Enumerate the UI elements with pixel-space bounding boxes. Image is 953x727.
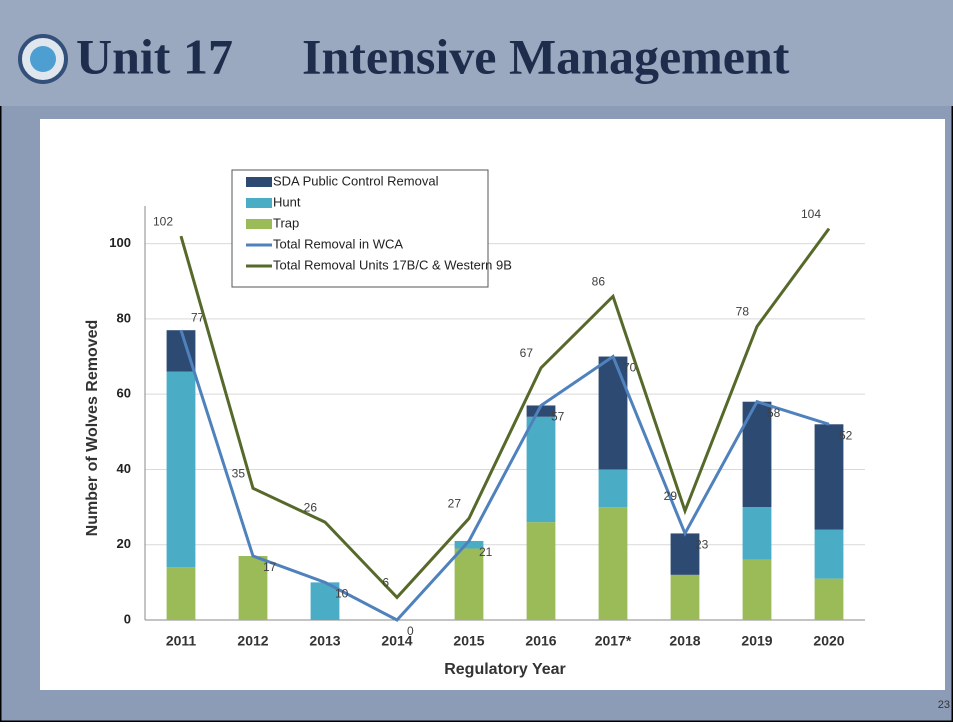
title-band bbox=[0, 0, 953, 106]
y-tick-label: 40 bbox=[117, 461, 131, 476]
data-label: 23 bbox=[695, 538, 709, 552]
data-label: 77 bbox=[191, 310, 205, 324]
data-label: 27 bbox=[448, 497, 462, 511]
bar-segment bbox=[166, 371, 196, 568]
bar-segment bbox=[814, 529, 844, 579]
data-label: 29 bbox=[664, 489, 678, 503]
data-label: 78 bbox=[736, 305, 750, 319]
data-label: 17 bbox=[263, 560, 277, 574]
x-axis-label: Regulatory Year bbox=[444, 661, 566, 678]
bar-segment bbox=[742, 559, 772, 620]
line-series bbox=[179, 329, 830, 622]
legend-label: Hunt bbox=[273, 194, 301, 209]
x-tick-label: 2016 bbox=[525, 633, 556, 649]
x-tick-label: 2019 bbox=[741, 633, 772, 649]
data-label: 26 bbox=[304, 500, 318, 514]
y-tick-label: 20 bbox=[117, 536, 131, 551]
data-label: 52 bbox=[839, 428, 853, 442]
legend-label: Total Removal Units 17B/C & Western 9B bbox=[273, 257, 512, 272]
bar-segment bbox=[814, 424, 844, 530]
data-label: 57 bbox=[551, 410, 565, 424]
x-tick-label: 2013 bbox=[309, 633, 340, 649]
data-label: 10 bbox=[335, 587, 349, 601]
legend-label: Total Removal in WCA bbox=[273, 236, 403, 251]
bar-segment bbox=[598, 507, 628, 620]
bar-segment bbox=[670, 574, 700, 620]
x-tick-label: 2011 bbox=[166, 633, 197, 649]
data-label: 70 bbox=[623, 361, 637, 375]
y-tick-label: 80 bbox=[117, 310, 131, 325]
y-axis-label: Number of Wolves Removed bbox=[84, 320, 101, 537]
bar-segment bbox=[526, 405, 556, 417]
bar-segment bbox=[670, 533, 700, 575]
y-tick-label: 100 bbox=[109, 235, 131, 250]
data-label: 35 bbox=[232, 466, 246, 480]
x-tick-label: 2018 bbox=[669, 633, 700, 649]
x-tick-label: 2017* bbox=[595, 633, 632, 649]
legend-swatch bbox=[246, 198, 272, 208]
data-label: 0 bbox=[407, 624, 414, 638]
bar-segment bbox=[598, 469, 628, 508]
data-label: 67 bbox=[520, 346, 534, 360]
y-tick-label: 0 bbox=[124, 611, 131, 626]
data-label: 86 bbox=[592, 274, 606, 288]
page-number: 23 bbox=[938, 699, 950, 711]
data-label: 104 bbox=[801, 207, 821, 221]
data-label: 102 bbox=[153, 214, 173, 228]
bar-segment bbox=[742, 507, 772, 560]
line-series bbox=[179, 227, 831, 600]
data-label: 58 bbox=[767, 406, 781, 420]
slide-title: Unit 17 bbox=[76, 28, 233, 84]
bar-segment bbox=[238, 556, 268, 620]
legend-swatch bbox=[246, 177, 272, 187]
data-label: 21 bbox=[479, 545, 493, 559]
bar-segment bbox=[526, 416, 556, 523]
bar-segment bbox=[166, 567, 196, 620]
data-label: 6 bbox=[382, 576, 389, 590]
legend-label: Trap bbox=[273, 215, 299, 230]
bar-segment bbox=[526, 522, 556, 620]
bar-segment bbox=[454, 540, 484, 549]
x-tick-label: 2012 bbox=[237, 633, 268, 649]
bar-segment bbox=[598, 356, 628, 470]
x-tick-label: 2020 bbox=[813, 633, 844, 649]
bar-segment bbox=[454, 548, 484, 620]
legend-label: SDA Public Control Removal bbox=[273, 173, 439, 188]
slide-title: Intensive Management bbox=[302, 28, 790, 84]
y-tick-label: 60 bbox=[117, 386, 131, 401]
x-tick-label: 2014 bbox=[381, 633, 412, 649]
logo-center bbox=[30, 46, 56, 72]
x-tick-label: 2015 bbox=[453, 633, 484, 649]
legend-swatch bbox=[246, 219, 272, 229]
legend-box bbox=[231, 169, 489, 288]
bar-segment bbox=[814, 578, 844, 620]
